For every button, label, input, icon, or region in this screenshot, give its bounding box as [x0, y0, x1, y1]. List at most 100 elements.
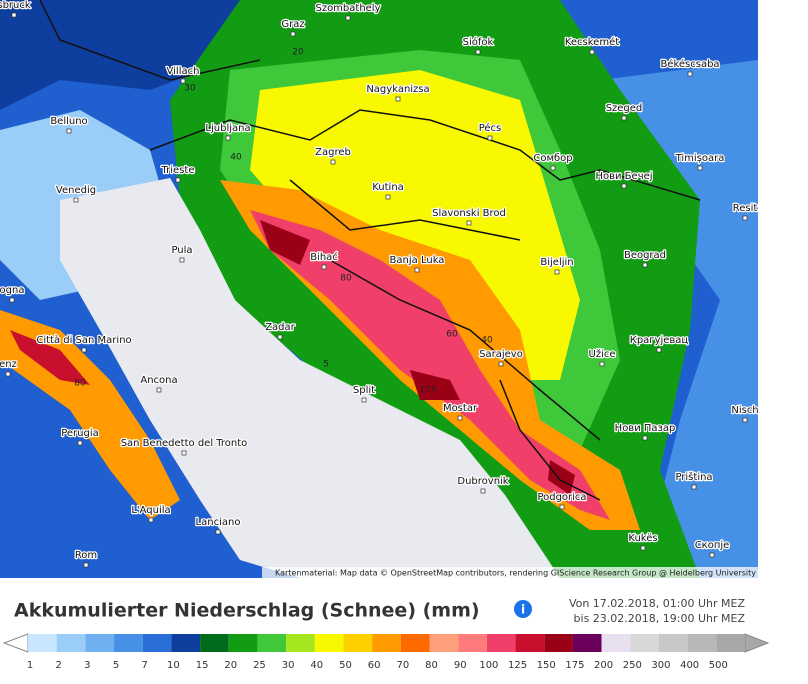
city-marker: [559, 504, 565, 510]
city-label: ogna: [0, 285, 24, 296]
legend-swatch: [630, 634, 659, 652]
city-label: Zadar: [265, 322, 295, 333]
city-marker: [181, 450, 187, 456]
city-label: sbruck: [0, 0, 31, 11]
city-marker: [66, 128, 72, 134]
legend-value: 175: [565, 660, 584, 671]
city-label: Ancona: [140, 375, 177, 386]
city-marker: [697, 165, 703, 171]
legend-swatch: [257, 634, 287, 652]
city-label: Нови Пазар: [615, 423, 676, 434]
legend-value: 25: [253, 660, 266, 671]
legend-value: 100: [479, 660, 498, 671]
city-marker: [83, 562, 89, 568]
city-marker: [290, 31, 296, 37]
legend-swatch: [228, 634, 258, 652]
contour-label: 40: [481, 336, 493, 346]
legend-swatch: [429, 634, 459, 652]
legend-value: 150: [537, 660, 556, 671]
info-icon[interactable]: [514, 600, 532, 618]
info-button[interactable]: i: [514, 600, 532, 618]
city-marker: [621, 115, 627, 121]
legend-swatch: [486, 634, 516, 652]
city-marker: [642, 435, 648, 441]
city-label: Užice: [589, 348, 616, 360]
city-label: Pécs: [479, 122, 502, 134]
city-label: Kecskemét: [565, 36, 619, 48]
legend-swatch: [142, 634, 172, 652]
attribution-bg: [262, 567, 758, 578]
city-label: Belluno: [50, 116, 87, 127]
city-marker: [395, 96, 401, 102]
map: sbruck Szombathely Graz Villach Nagykanizsa S…: [0, 0, 760, 578]
city-marker: [656, 347, 662, 353]
city-marker: [466, 220, 472, 226]
legend-value: 70: [396, 660, 409, 671]
legend-value: 250: [623, 660, 642, 671]
area-dark-red: [260, 220, 575, 495]
city-label: San Benedetto del Tronto: [121, 438, 248, 449]
legend-value: 400: [680, 660, 699, 671]
city-label: L'Aquila: [131, 505, 170, 516]
legend-swatch: [343, 634, 373, 652]
legend-swatch: [286, 634, 315, 652]
area-blue-east: [600, 60, 758, 578]
legend-value: 300: [651, 660, 670, 671]
city-label: Kutina: [372, 182, 404, 193]
legend-value: 1: [27, 660, 33, 671]
contour-label: 20: [292, 48, 304, 58]
city-label: Ljubljana: [205, 123, 250, 134]
city-label: Békéscsaba: [660, 58, 719, 70]
legend-value: 50: [339, 660, 352, 671]
city-marker: [691, 484, 697, 490]
city-label: Villach: [167, 66, 200, 77]
legend-value: 125: [508, 660, 527, 671]
city-marker: [11, 12, 17, 18]
legend-swatch: [658, 634, 688, 652]
city-marker: [498, 361, 504, 367]
contour-label: 60: [446, 330, 458, 340]
legend-swatch: [372, 634, 401, 652]
city-marker: [330, 159, 336, 165]
legend-swatch: [28, 634, 57, 652]
city-label: Сомбор: [533, 153, 572, 164]
city-label: Resit: [733, 203, 758, 214]
city-marker: [487, 135, 493, 141]
legend-value: 60: [368, 660, 381, 671]
city-marker: [621, 183, 627, 189]
legend-swatch: [515, 634, 545, 652]
city-label: Banja Luka: [390, 255, 445, 266]
city-label: Szombathely: [315, 3, 380, 14]
city-label: Podgorica: [537, 492, 586, 503]
city-label: Priština: [675, 471, 712, 483]
city-marker: [589, 49, 595, 55]
city-label: Dubrovnik: [457, 476, 508, 487]
city-label: Siófok: [463, 36, 494, 48]
contour-label: 175: [419, 386, 436, 396]
legend-value: 3: [84, 660, 90, 671]
legend-value: 20: [224, 660, 237, 671]
area-deep-blue: [0, 0, 260, 110]
city-label: Rom: [75, 550, 97, 561]
city-marker: [345, 15, 351, 21]
area-italy-red: [10, 330, 90, 385]
city-label: Beograd: [624, 250, 666, 261]
city-label: Graz: [281, 19, 304, 30]
contour-label: 40: [230, 153, 242, 163]
city-label: Slavonski Brod: [432, 208, 506, 219]
borders: [39, 0, 701, 501]
city-label: Крагујевац: [630, 334, 689, 346]
legend-value: 30: [282, 660, 295, 671]
city-marker: [77, 440, 83, 446]
contour-label: 5: [323, 360, 329, 370]
city-label: Perugia: [61, 428, 99, 439]
city-label: Lanciano: [196, 517, 241, 528]
date-from: Von 17.02.2018, 01:00 Uhr MEZ: [569, 597, 746, 610]
city-label: Скопје: [695, 539, 730, 551]
legend-value: 90: [454, 660, 467, 671]
legend-swatch: [114, 634, 143, 652]
city-marker: [361, 397, 367, 403]
info-glyph: i: [521, 603, 525, 617]
